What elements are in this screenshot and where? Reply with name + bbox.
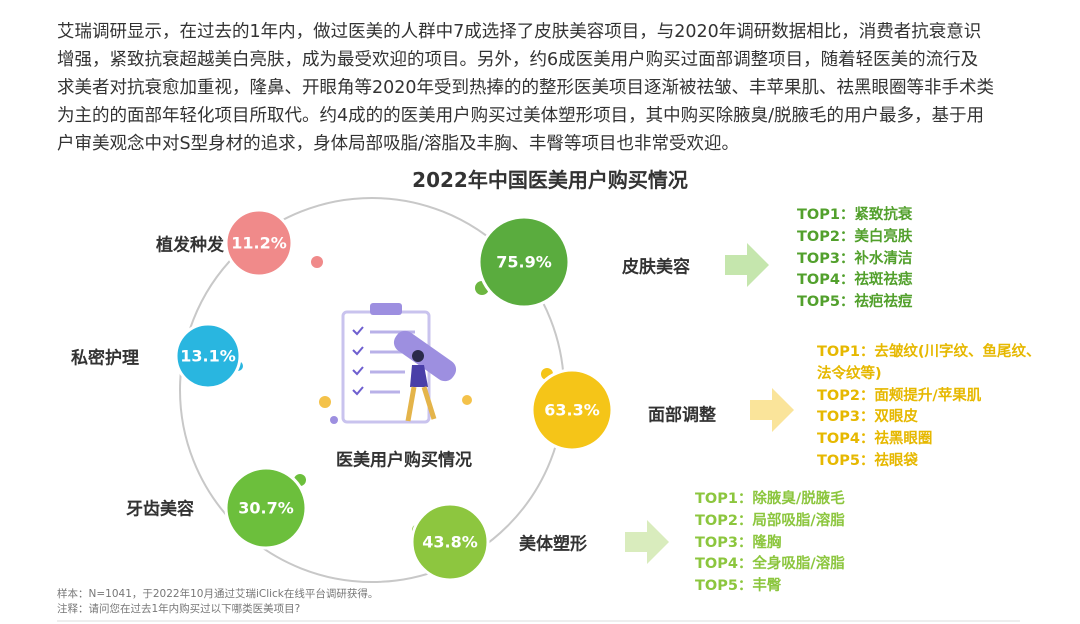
top-item: TOP4：全身吸脂/溶脂 [695,556,845,573]
top-list: TOP1：去皱纹(川字纹、鱼尾纹、法令纹等) TOP2：面颊提升/苹果肌 TOP3：… [817,342,1042,473]
top-item: TOP1：紧致抗衰 [797,207,913,223]
note: 样本：N=1041，于2022年10月通过艾瑞iClick在线平台调研获得。 [57,588,379,600]
percent: 75.9% [496,252,552,272]
note: 注释：请问您在过去1年内购买过以下哪类医美项目? [57,603,301,615]
category: 私密护理 [71,348,139,369]
arrow [625,520,669,564]
intro-line: 艾瑞调研显示，在过去的1年内，做过医美的人群中7成选择了皮肤美容项目，与2020… [57,22,982,42]
top-item: TOP3：隆胸 [695,534,782,551]
percent: 63.3% [544,400,600,420]
percent: 11.2% [231,233,287,253]
category: 牙齿美容 [126,499,194,520]
category: 植发种发 [156,235,224,256]
bubble [530,368,614,452]
percent: 43.8% [422,532,478,552]
top-item: TOP2：美白亮肤 [797,228,913,245]
top-item: TOP4：祛斑祛痣 [797,272,913,289]
dot [311,256,323,268]
center-label: 医美用户购买情况 [336,450,472,471]
percent: 30.7% [238,498,294,518]
category: 皮肤美容 [622,257,690,278]
top-item: TOP4：祛黑眼圈 [817,431,933,448]
category: 美体塑形 [519,534,587,555]
top-list: TOP1：除腋臭/脱腋毛 TOP2：局部吸脂/溶脂 TOP3：隆胸 TOP4：全身吸脂… [695,489,845,598]
intro-line: 增强，紧致抗衰超越美白亮肤，成为最受欢迎的项目。另外，约6成医美用户购买过面部调… [57,50,979,70]
bubble [410,502,490,582]
top-item: TOP1：去皱纹(川字纹、鱼尾纹、法令纹等) [817,344,1041,382]
top-list: TOP1：紧致抗衰 TOP2：美白亮肤 TOP3：补水清洁 TOP4：祛斑祛痣 TOP5… [797,205,912,314]
arrow [750,388,794,432]
top-item: TOP1：除腋臭/脱腋毛 [695,491,845,507]
top-item: TOP5：祛疤祛痘 [797,294,913,311]
intro-line: 为主的的面部年轻化项目所取代。约4成的的医美用户购买过美体塑形项目，其中购买除腋… [57,106,985,126]
illustration [319,303,472,424]
bubble [174,322,242,390]
arrow [725,243,769,287]
top-item: TOP5：祛眼袋 [817,452,918,469]
bubble [224,208,294,278]
percent: 13.1% [180,346,236,366]
bubble [477,215,571,309]
category: 面部调整 [648,405,716,426]
intro-line: 求美者对抗衰愈加重视，隆鼻、开眼角等2020年受到热捧的的整形医美项目逐渐被祛皱… [57,78,995,98]
top-item: TOP3：双眼皮 [817,409,918,426]
top-item: TOP2：面颊提升/苹果肌 [817,387,982,404]
bubble [224,466,308,550]
intro-line: 户审美观念中对S型身材的追求，身体局部吸脂/溶脂及丰胸、丰臀等项目也非常受欢迎。 [57,134,740,154]
top-item: TOP5：丰臀 [695,578,782,595]
top-item: TOP3：补水清洁 [797,250,913,267]
top-item: TOP2：局部吸脂/溶脂 [695,512,845,529]
title: 2022年中国医美用户购买情况 [412,168,688,192]
